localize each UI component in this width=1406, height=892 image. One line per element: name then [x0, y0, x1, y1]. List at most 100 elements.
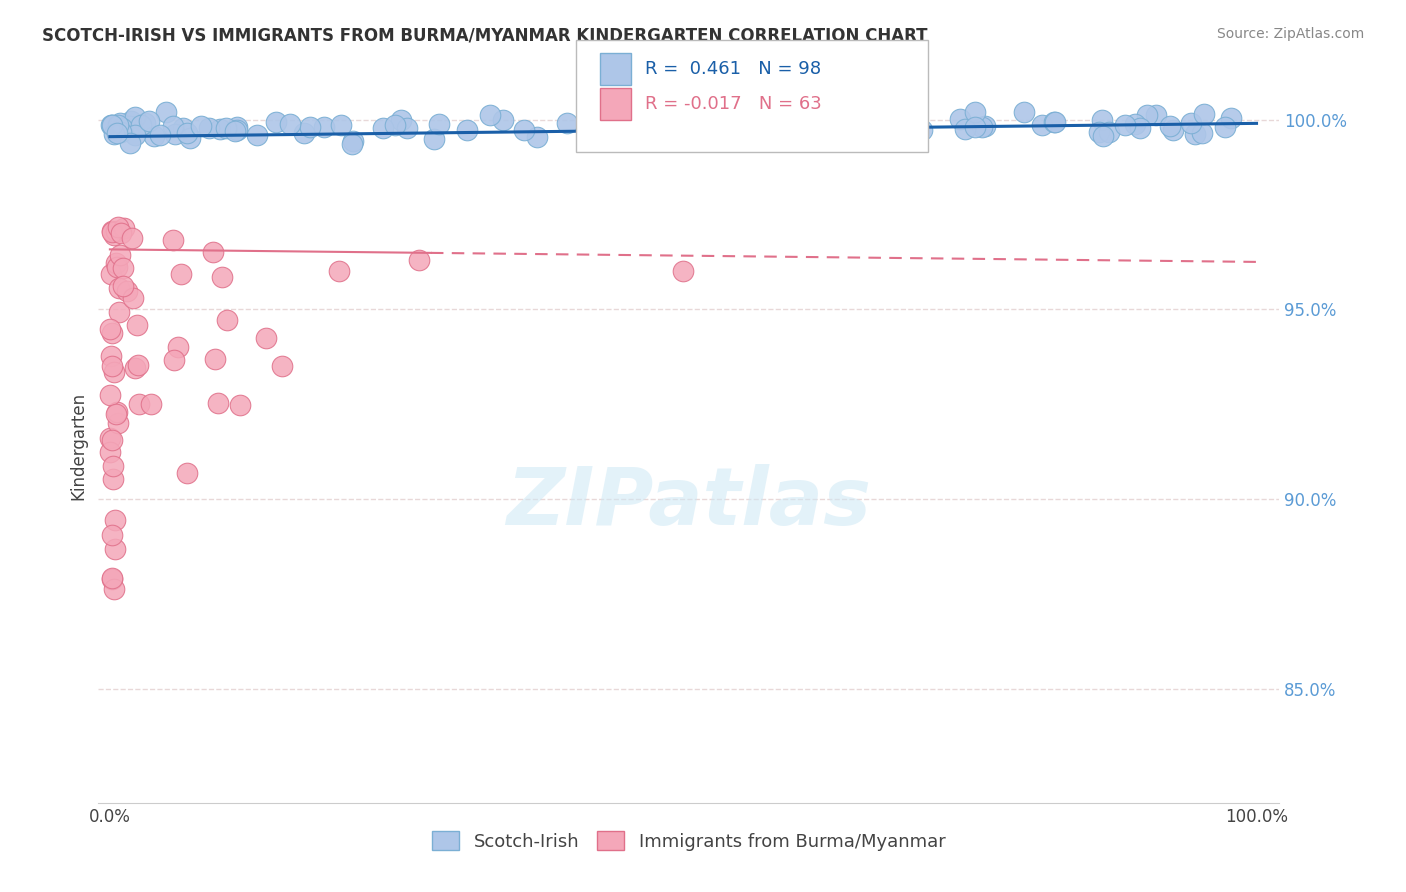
Point: [103, 542, 125, 557]
Text: Source: ZipAtlas.com: Source: ZipAtlas.com: [1216, 27, 1364, 41]
Point: [190, 119, 212, 133]
Point: [804, 118, 827, 132]
Point: [602, 128, 624, 143]
Point: [103, 582, 125, 596]
Point: [128, 397, 150, 411]
Point: [101, 359, 124, 373]
Point: [101, 433, 124, 447]
Point: [1180, 116, 1202, 130]
Point: [973, 119, 995, 133]
Point: [107, 219, 129, 234]
Point: [112, 221, 135, 235]
Point: [723, 113, 745, 128]
Point: [832, 125, 855, 139]
Point: [953, 122, 976, 136]
Point: [228, 398, 250, 412]
Point: [105, 126, 128, 140]
Point: [202, 245, 225, 260]
Point: [671, 121, 693, 136]
Point: [970, 120, 993, 134]
Point: [170, 267, 193, 281]
Point: [103, 458, 125, 473]
Point: [330, 118, 353, 132]
Point: [101, 224, 124, 238]
Point: [107, 417, 129, 431]
Point: [215, 313, 238, 327]
Point: [105, 256, 128, 270]
Point: [593, 112, 616, 126]
Point: [155, 105, 177, 120]
Point: [1092, 128, 1115, 143]
Point: [1184, 127, 1206, 141]
Point: [963, 120, 986, 135]
Point: [104, 407, 127, 421]
Point: [526, 129, 548, 144]
Point: [479, 108, 502, 122]
Y-axis label: Kindergarten: Kindergarten: [69, 392, 87, 500]
Point: [1087, 124, 1109, 138]
Point: [298, 120, 321, 134]
Point: [129, 118, 152, 132]
Point: [1144, 108, 1167, 122]
Point: [103, 127, 125, 141]
Point: [738, 119, 761, 133]
Point: [167, 340, 190, 354]
Point: [100, 322, 122, 336]
Point: [120, 114, 142, 128]
Point: [118, 119, 141, 133]
Point: [105, 260, 128, 274]
Text: SCOTCH-IRISH VS IMMIGRANTS FROM BURMA/MYANMAR KINDERGARTEN CORRELATION CHART: SCOTCH-IRISH VS IMMIGRANTS FROM BURMA/MY…: [42, 27, 928, 45]
Text: ZIPatlas: ZIPatlas: [506, 464, 872, 542]
Point: [101, 572, 124, 586]
Point: [208, 122, 231, 136]
Point: [118, 136, 141, 150]
Point: [408, 252, 430, 267]
Point: [314, 120, 336, 134]
Point: [110, 226, 132, 240]
Point: [108, 281, 131, 295]
Point: [264, 115, 287, 129]
Point: [103, 227, 125, 242]
Point: [396, 120, 419, 135]
Point: [162, 233, 184, 247]
Point: [101, 527, 124, 541]
Point: [103, 472, 125, 486]
Point: [100, 118, 122, 132]
Point: [672, 264, 695, 278]
Point: [98, 431, 121, 445]
Point: [1031, 119, 1053, 133]
Point: [371, 120, 394, 135]
Point: [108, 116, 131, 130]
Point: [427, 117, 450, 131]
Text: R =  0.461   N = 98: R = 0.461 N = 98: [645, 60, 821, 78]
Point: [769, 132, 792, 146]
Point: [492, 113, 515, 128]
Point: [1114, 118, 1136, 132]
Point: [162, 119, 184, 133]
Point: [108, 248, 131, 262]
Point: [176, 126, 198, 140]
Point: [342, 134, 364, 148]
Point: [270, 359, 292, 374]
Point: [456, 123, 478, 137]
Point: [1213, 120, 1236, 134]
Point: [1125, 117, 1147, 131]
Point: [963, 105, 986, 120]
Point: [121, 291, 143, 305]
Text: R = -0.017   N = 63: R = -0.017 N = 63: [645, 95, 823, 113]
Point: [124, 360, 146, 375]
Point: [1043, 115, 1066, 129]
Point: [179, 130, 201, 145]
Point: [215, 121, 238, 136]
Point: [851, 122, 873, 136]
Point: [246, 128, 269, 142]
Point: [1191, 126, 1213, 140]
Point: [1159, 119, 1181, 133]
Point: [1192, 107, 1215, 121]
Point: [1129, 121, 1152, 136]
Point: [100, 118, 122, 132]
Point: [105, 405, 128, 419]
Point: [340, 136, 363, 151]
Point: [384, 118, 406, 132]
Point: [103, 365, 125, 379]
